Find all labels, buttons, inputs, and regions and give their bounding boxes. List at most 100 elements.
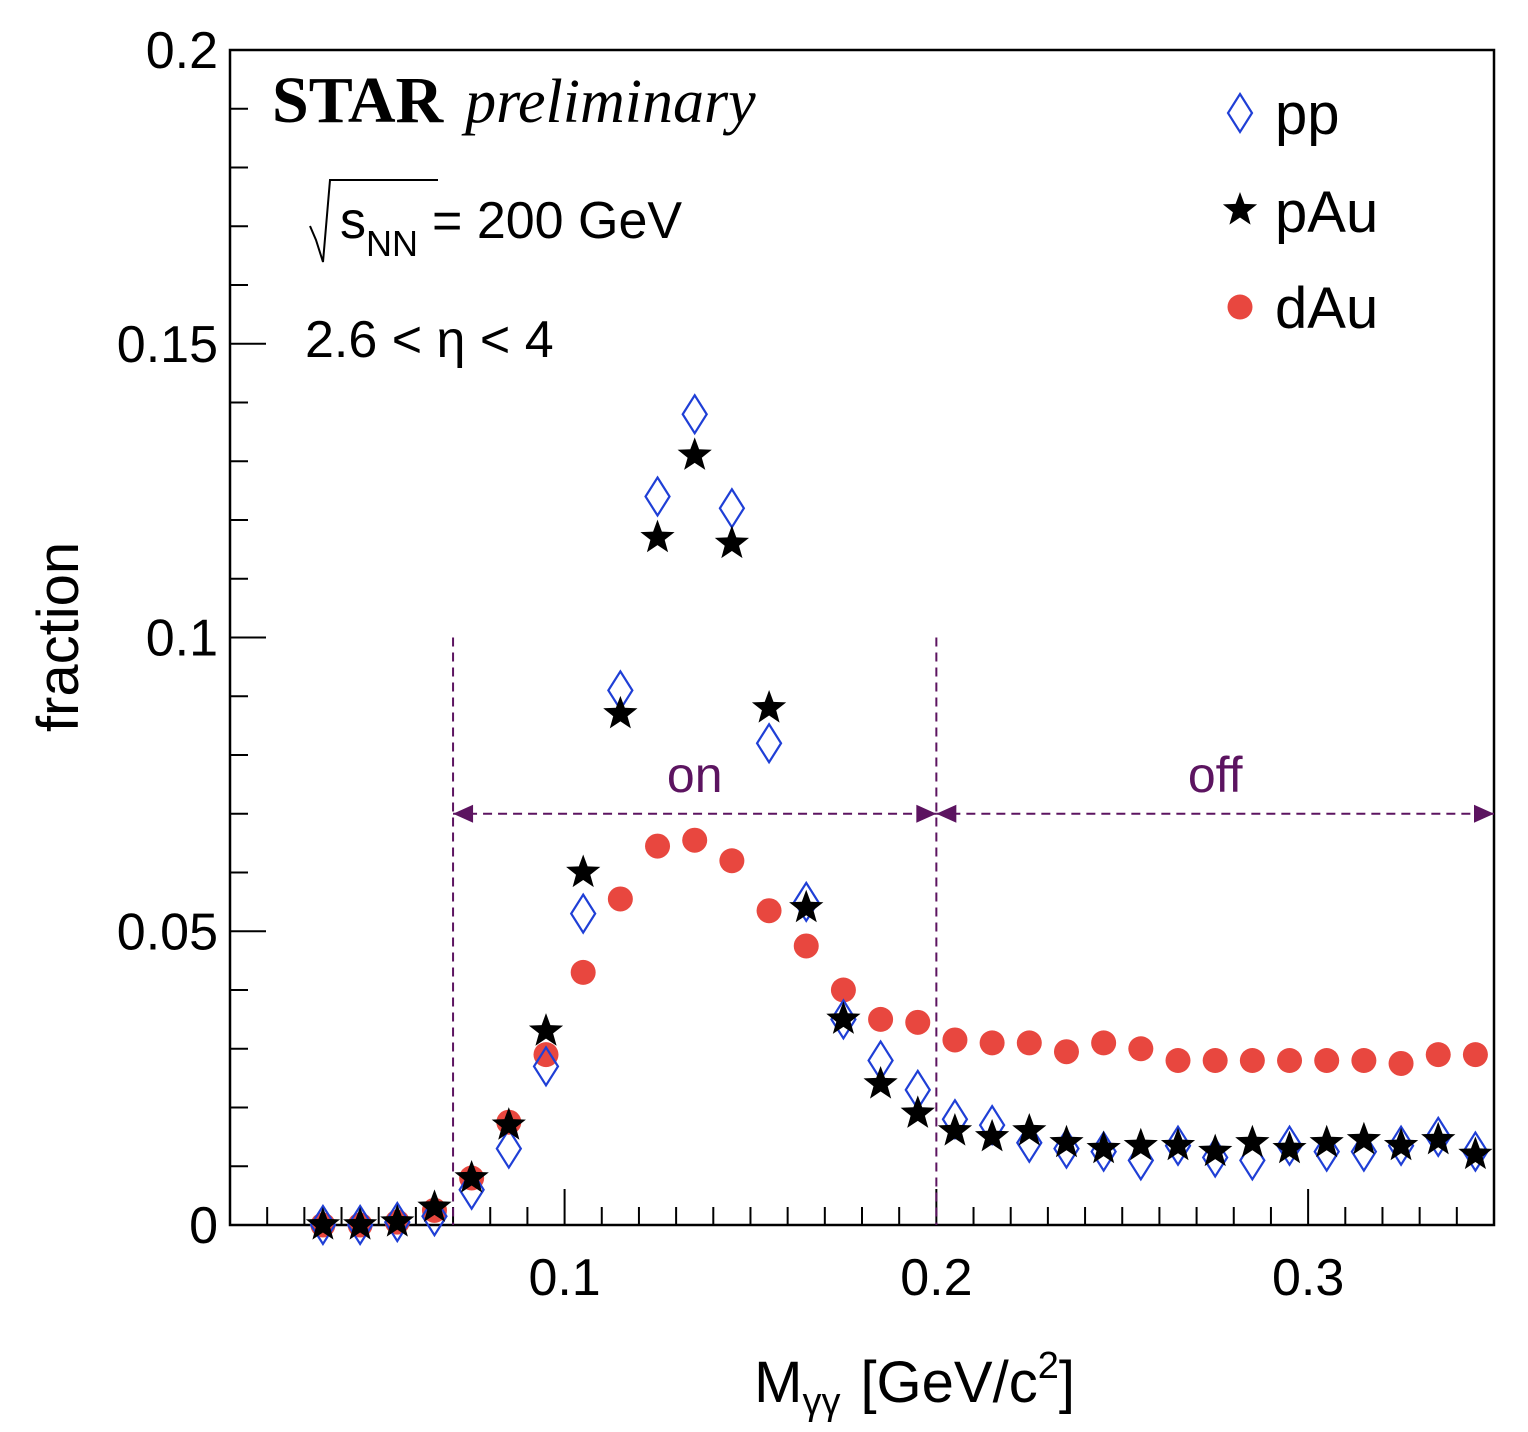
data-point-dau: [868, 1006, 894, 1032]
region-on-label: on: [667, 747, 723, 803]
energy-label: sNN = 200 GeV: [309, 179, 682, 264]
data-point-pau: [454, 1160, 489, 1193]
legend-marker-shape: [1227, 294, 1253, 320]
x-axis-unit: [GeV/c: [860, 1350, 1037, 1415]
legend-marker-shape: [1222, 192, 1258, 225]
x-axis-title: Mγγ [GeV/c2]: [754, 1345, 1075, 1423]
eta-range-label: 2.6 < η < 4: [305, 311, 554, 369]
data-point-dau: [1202, 1048, 1228, 1073]
data-point-pau: [603, 695, 638, 729]
data-point-dau: [682, 827, 708, 853]
y-tick-label: 0.05: [117, 903, 218, 961]
data-point-dau: [1462, 1042, 1488, 1068]
data-point-pp: [1276, 1124, 1303, 1167]
data-point-dau: [533, 1042, 559, 1068]
legend-label-dau: dAu: [1275, 276, 1378, 341]
x-axis-symbol: M: [754, 1350, 802, 1415]
data-point-pau: [1160, 1127, 1196, 1161]
axis-ticks: [229, 49, 1458, 1226]
sqrt-icon: [309, 179, 438, 263]
data-point-pau: [305, 1207, 341, 1240]
data-point-dau: [1128, 1036, 1154, 1062]
x-axis-unit-close: ]: [1059, 1350, 1075, 1415]
energy-value: = 200 GeV: [432, 192, 682, 250]
data-point-pau: [1049, 1124, 1084, 1158]
data-point-dau: [1016, 1030, 1042, 1056]
data-point-pp: [1015, 1121, 1043, 1164]
legend: pp pAu dAu: [1222, 82, 1378, 341]
data-point-pau: [937, 1113, 973, 1146]
region-arrowhead-left: [936, 804, 957, 823]
x-axis-unit-superscript: 2: [1038, 1345, 1059, 1387]
data-point-dau: [645, 833, 671, 859]
region-off-label: off: [1188, 747, 1243, 803]
data-point-dau: [1165, 1048, 1191, 1073]
data-point-pau: [975, 1118, 1010, 1152]
x-axis-subscript: γγ: [802, 1381, 840, 1423]
legend-label-pp: pp: [1275, 82, 1340, 147]
data-point-pau: [1123, 1127, 1158, 1161]
legend-marker-dau: [1227, 294, 1253, 320]
data-point-pp: [1387, 1124, 1415, 1167]
legend-marker-shape: [1226, 91, 1254, 135]
y-tick-label: 0.15: [117, 316, 218, 374]
data-point-pau: [1012, 1113, 1047, 1146]
data-point-dau: [793, 933, 819, 959]
data-point-pau: [1458, 1136, 1493, 1170]
data-point-dau: [1053, 1039, 1079, 1065]
data-point-dau: [756, 898, 782, 924]
data-points: [305, 393, 1493, 1247]
data-point-dau: [570, 959, 596, 985]
data-point-dau: [1314, 1048, 1340, 1073]
y-tick-labels: 0 0.05 0.1 0.15 0.2: [117, 22, 218, 1255]
data-point-pau: [528, 1013, 564, 1046]
data-point-pau: [380, 1204, 415, 1237]
data-point-pau: [343, 1207, 378, 1240]
data-point-pp: [346, 1203, 374, 1247]
data-point-pau: [1198, 1133, 1233, 1167]
data-point-pp: [1313, 1130, 1341, 1173]
data-point-pau: [1086, 1130, 1121, 1164]
data-point-pau: [1272, 1130, 1307, 1164]
data-point-dau: [607, 886, 633, 912]
energy-symbol: s: [340, 192, 366, 250]
preliminary-label: preliminary: [461, 68, 756, 136]
data-point-dau: [1277, 1048, 1303, 1073]
legend-marker-pp: [1226, 91, 1254, 135]
legend-marker-pau: [1222, 192, 1258, 225]
data-point-pp: [569, 892, 597, 935]
data-point-pp: [830, 998, 857, 1041]
data-point-pau: [751, 690, 787, 723]
experiment-name: STAR: [272, 64, 444, 137]
x-tick-label: 0.3: [1272, 1249, 1344, 1307]
data-point-dau: [1388, 1050, 1414, 1076]
data-point-pau: [491, 1107, 526, 1140]
region-markers: [452, 637, 1494, 1225]
region-arrowhead-right: [916, 804, 937, 823]
data-point-pau: [900, 1095, 935, 1128]
data-point-dau: [830, 977, 856, 1003]
data-point-dau: [979, 1030, 1005, 1056]
data-point-pau: [1309, 1124, 1344, 1158]
legend-label-pau: pAu: [1275, 180, 1378, 245]
data-point-dau: [1239, 1048, 1265, 1073]
data-point-pp: [309, 1203, 337, 1247]
x-tick-label: 0.2: [900, 1249, 972, 1307]
data-point-dau: [1351, 1048, 1377, 1073]
y-tick-label: 0.2: [146, 22, 218, 80]
energy-text: sNN = 200 GeV: [340, 192, 682, 264]
data-point-pp: [1462, 1130, 1489, 1173]
data-point-pp: [644, 475, 671, 518]
data-point-pau: [1235, 1124, 1270, 1158]
data-point-dau: [942, 1027, 968, 1053]
data-point-pp: [421, 1195, 448, 1238]
data-point-pp: [718, 487, 746, 530]
experiment-label: STAR preliminary: [272, 64, 756, 137]
data-point-pp: [1164, 1124, 1192, 1167]
data-point-pau: [677, 437, 712, 470]
y-tick-label: 0.1: [146, 610, 218, 668]
data-point-dau: [905, 1009, 931, 1035]
data-point-pp: [532, 1045, 560, 1088]
data-point-pp: [681, 393, 709, 436]
